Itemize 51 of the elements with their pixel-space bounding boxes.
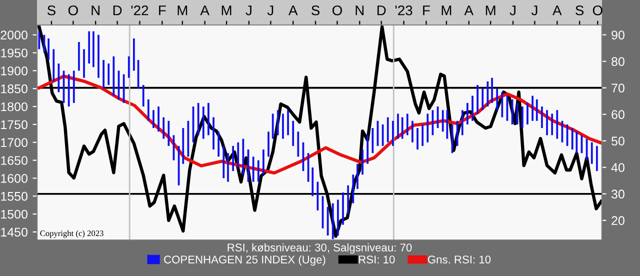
x-tick-label: O (592, 5, 602, 16)
x-tick-label: M (222, 6, 232, 16)
x-tick-label: J (531, 6, 538, 16)
y2-tick-label: 20 (612, 216, 624, 226)
y-tick-label: 1650 (1, 156, 28, 165)
y2-tick-label: 50 (612, 136, 624, 146)
y-tick-label: 1800 (1, 102, 28, 112)
y-tick-label: 1950 (1, 48, 28, 58)
y2-tick-label: 90 (612, 30, 624, 40)
x-tick-label: '23 (395, 5, 412, 16)
x-tick-label: F (159, 6, 166, 16)
y-tick-label: 1850 (1, 84, 28, 94)
x-tick-label: A (200, 6, 210, 16)
x-tick-label: F (423, 6, 430, 16)
x-tick-label: A (552, 6, 562, 16)
annotation: Copyright (c) 2023 (40, 230, 104, 238)
x-tick-label: M (442, 6, 452, 16)
y-tick-label: 1500 (1, 210, 28, 219)
x-tick-label: S (312, 5, 320, 16)
x-tick-label: J (246, 6, 252, 16)
x-tick-label: O (332, 5, 342, 16)
x-tick-label: O (68, 5, 78, 16)
x-tick-label: S (576, 5, 584, 16)
x-tick-label: D (113, 6, 122, 16)
y2-tick-label: 30 (612, 190, 624, 199)
y-tick-label: 1550 (1, 192, 28, 201)
y2-tick-label: 80 (612, 57, 624, 66)
x-tick-label: D (377, 6, 386, 16)
x-tick-label: M (178, 6, 188, 16)
legend-label: Gns. RSI: 10 (428, 256, 491, 264)
y-tick-label: 1750 (1, 120, 28, 130)
legend-label: COPENHAGEN 25 INDEX (Uge) (164, 255, 326, 266)
y-tick-label: 1450 (1, 228, 28, 237)
x-tick-label: '22 (131, 5, 148, 16)
y-tick-label: 2000 (0, 30, 28, 40)
y2-tick-label: 60 (612, 110, 624, 119)
x-tick-label: S (47, 5, 56, 16)
x-tick-label: N (356, 6, 364, 16)
y2-tick-label: 70 (612, 84, 624, 92)
legend-label: RSI: 10 (359, 256, 395, 264)
x-tick-label: A (464, 6, 474, 16)
x-tick-label: J (267, 6, 274, 16)
legend-title: RSI, købsniveau: 30, Salgsniveau: 70 (228, 243, 412, 254)
x-tick-label: J (510, 6, 516, 16)
x-tick-label: M (486, 6, 496, 16)
y-tick-label: 1900 (1, 66, 28, 76)
y-tick-label: 1700 (1, 138, 28, 148)
y-tick-label: 1600 (1, 174, 28, 183)
y2-tick-label: 40 (611, 163, 624, 172)
x-tick-label: A (288, 6, 298, 16)
x-tick-label: N (92, 6, 100, 16)
